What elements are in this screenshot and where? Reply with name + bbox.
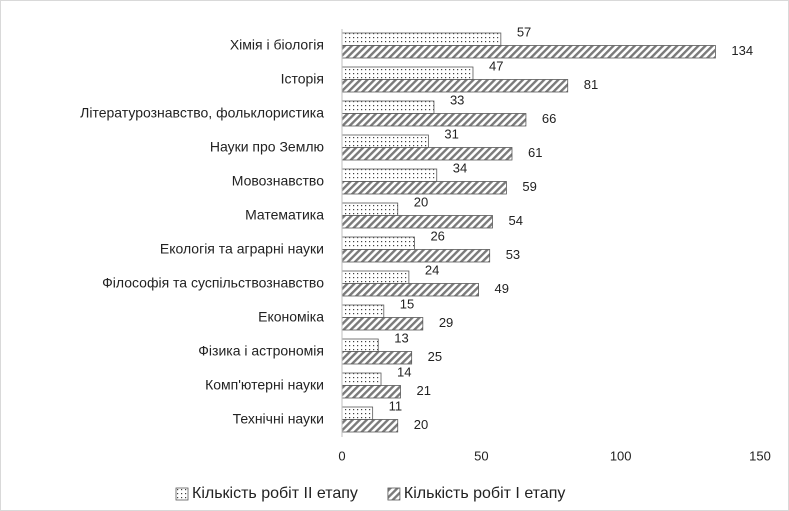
bar	[341, 79, 569, 93]
value-label: 25	[428, 349, 442, 364]
bar	[341, 385, 401, 399]
bar	[341, 317, 424, 331]
bar	[341, 113, 527, 127]
legend-label: Кількість робіт I етапу	[404, 485, 565, 502]
value-label: 53	[506, 247, 520, 262]
category-label: Екологія та аграрні науки	[160, 241, 324, 257]
value-label: 14	[397, 365, 411, 380]
value-label: 24	[425, 263, 439, 278]
value-label: 20	[414, 417, 428, 432]
category-label: Науки про Землю	[210, 139, 324, 155]
bar	[341, 304, 385, 318]
bar	[341, 249, 491, 263]
bar	[341, 351, 413, 365]
category-label: Мовознавство	[232, 173, 324, 189]
bar	[341, 236, 415, 250]
legend-swatch	[175, 487, 189, 501]
bar	[341, 66, 474, 80]
bar	[341, 168, 438, 182]
value-label: 81	[584, 77, 598, 92]
category-label: Технічні науки	[233, 411, 324, 427]
value-label: 31	[444, 127, 458, 142]
legend-label: Кількість робіт II етапу	[192, 485, 358, 502]
category-label: Філософія та суспільствознавство	[102, 275, 324, 291]
value-label: 47	[489, 59, 503, 74]
value-label: 134	[731, 43, 753, 58]
bar	[341, 147, 513, 161]
x-tick-label: 50	[474, 448, 488, 463]
bar	[341, 372, 382, 386]
value-label: 33	[450, 93, 464, 108]
value-label: 11	[389, 399, 403, 414]
value-label: 49	[495, 281, 509, 296]
category-label: Літературознавство, фольклористика	[80, 105, 324, 121]
bar	[341, 202, 399, 216]
x-tick-label: 100	[610, 448, 632, 463]
bar	[341, 270, 410, 284]
value-label: 54	[508, 213, 522, 228]
value-label: 66	[542, 111, 556, 126]
bar	[341, 181, 507, 195]
category-label: Комп'ютерні науки	[205, 377, 324, 393]
bar	[341, 32, 502, 46]
value-label: 15	[400, 297, 414, 312]
value-label: 13	[394, 331, 408, 346]
category-label: Фізика і астрономія	[198, 343, 324, 359]
bar	[341, 100, 435, 114]
bar	[341, 338, 379, 352]
value-label: 29	[439, 315, 453, 330]
value-label: 61	[528, 145, 542, 160]
value-label: 26	[430, 229, 444, 244]
x-tick-label: 0	[338, 448, 345, 463]
value-label: 20	[414, 195, 428, 210]
category-label: Математика	[245, 207, 324, 223]
bar	[341, 419, 399, 433]
category-label: Хімія і біологія	[230, 37, 324, 53]
bar	[341, 45, 716, 59]
x-tick-label: 150	[749, 448, 771, 463]
bar	[341, 215, 493, 229]
bar	[341, 283, 479, 297]
legend-swatch	[387, 487, 401, 501]
value-label: 59	[522, 179, 536, 194]
bar	[341, 406, 374, 420]
category-label: Історія	[281, 71, 324, 87]
value-label: 34	[453, 161, 467, 176]
value-label: 57	[517, 25, 531, 40]
value-label: 21	[417, 383, 431, 398]
category-label: Економіка	[258, 309, 324, 325]
bar	[341, 134, 429, 148]
